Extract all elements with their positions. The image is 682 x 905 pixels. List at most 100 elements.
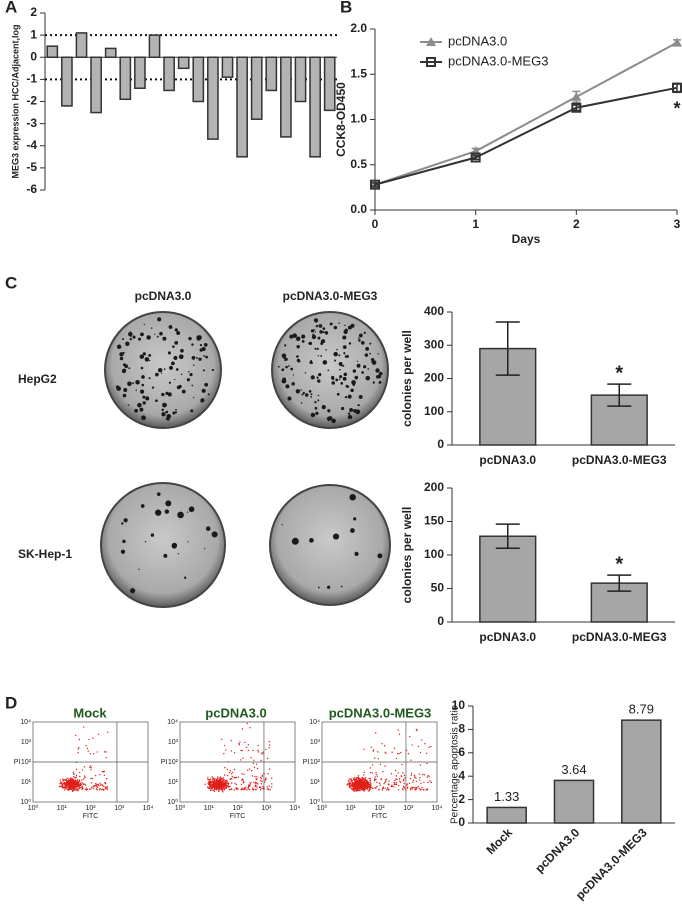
event-dot: [66, 780, 69, 782]
event-dot: [353, 779, 356, 781]
colony: [317, 399, 320, 402]
event-dot: [268, 785, 270, 787]
y-tick-label: -2: [26, 94, 37, 108]
event-dot: [384, 781, 386, 784]
colony: [141, 383, 145, 387]
colony: [174, 378, 176, 381]
event-dot: [73, 782, 75, 785]
colony: [166, 414, 172, 419]
event-dot: [99, 787, 101, 790]
event-dot: [62, 779, 65, 782]
event-dot: [216, 782, 219, 785]
event-dot: [224, 779, 226, 782]
colony: [202, 369, 205, 372]
event-dot: [375, 773, 377, 776]
y-tick-label: -5: [26, 160, 37, 174]
colony: [138, 337, 141, 341]
event-dot: [252, 762, 255, 765]
event-dot: [239, 759, 242, 761]
colony: [148, 377, 151, 380]
event-dot: [230, 739, 232, 742]
colony: [174, 340, 179, 345]
colony: [358, 337, 360, 339]
colony: [132, 382, 135, 385]
colony: [353, 517, 357, 521]
colony: [191, 384, 194, 387]
colony: [300, 389, 302, 391]
event-dot: [219, 783, 222, 785]
event-dot: [100, 784, 102, 786]
event-dot: [382, 786, 385, 788]
colony: [180, 348, 184, 353]
colony: [140, 366, 144, 370]
colony: [344, 328, 348, 332]
colony: [375, 368, 380, 373]
event-dot: [210, 787, 213, 790]
event-dot: [401, 775, 403, 778]
event-dot: [357, 781, 359, 784]
event-dot: [348, 782, 350, 784]
flow-x-tick: 10²: [85, 805, 96, 812]
event-dot: [82, 783, 84, 786]
colony: [377, 553, 383, 559]
event-dot: [90, 767, 92, 769]
colony: [172, 411, 176, 415]
colony: [165, 410, 169, 414]
event-dot: [425, 789, 427, 791]
x-tick-label: 0: [372, 217, 379, 231]
event-dot: [368, 777, 370, 780]
event-dot: [395, 783, 398, 785]
event-dot: [375, 732, 377, 734]
event-dot: [99, 789, 101, 791]
event-dot: [402, 778, 405, 781]
event-dot: [391, 785, 393, 787]
event-dot: [267, 772, 269, 775]
event-dot: [97, 733, 100, 735]
colony: [360, 341, 365, 345]
x-tick-label: pcDNA3.0: [479, 453, 536, 467]
colony: [333, 351, 338, 357]
flow-y-tick: 10⁰: [167, 798, 178, 806]
event-dot: [396, 778, 398, 781]
event-dot: [215, 788, 217, 791]
colony: [350, 323, 355, 328]
event-dot: [238, 744, 241, 746]
colony: [119, 352, 124, 357]
colony: [174, 328, 178, 332]
flow-y-tick: 10¹: [168, 779, 179, 786]
colony: [190, 409, 194, 413]
event-dot: [373, 780, 376, 782]
colony: [129, 588, 136, 594]
event-dot: [258, 786, 261, 789]
event-dot: [90, 769, 92, 771]
colony: [296, 355, 299, 358]
event-dot: [355, 777, 358, 779]
bar: [61, 56, 73, 107]
bar: [265, 56, 278, 92]
event-dot: [102, 789, 105, 791]
colony: [176, 331, 181, 335]
panel-label: A: [5, 0, 17, 16]
event-dot: [261, 787, 263, 790]
event-dot: [66, 782, 69, 784]
flow-x-tick: 10²: [374, 805, 385, 812]
colony: [284, 344, 287, 347]
event-dot: [208, 781, 210, 784]
event-dot: [207, 786, 209, 788]
event-dot: [387, 783, 390, 786]
event-dot: [366, 780, 368, 783]
event-dot: [72, 776, 75, 778]
colony: [201, 346, 206, 351]
colony: [127, 404, 130, 406]
event-dot: [233, 776, 235, 779]
y-tick-label: -3: [26, 116, 37, 130]
colony: [344, 395, 348, 399]
event-dot: [81, 769, 84, 771]
event-dot: [223, 778, 225, 781]
y-tick-label: 0: [437, 437, 444, 451]
colony: [309, 538, 314, 543]
event-dot: [361, 777, 364, 779]
colony: [141, 415, 146, 421]
event-dot: [238, 742, 240, 745]
